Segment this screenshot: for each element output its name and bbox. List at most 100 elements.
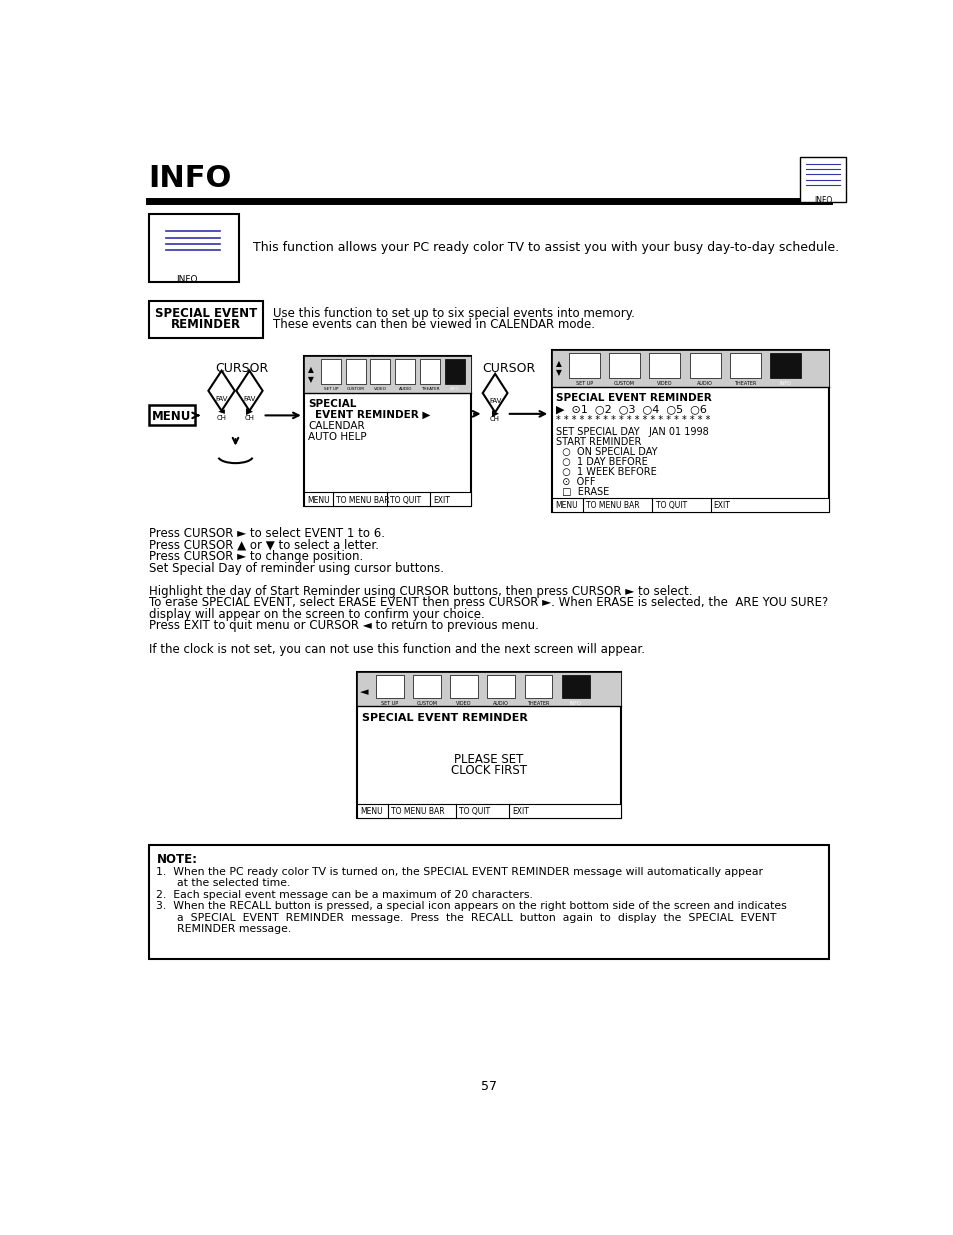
- Bar: [551, 498, 828, 511]
- Text: EXIT: EXIT: [512, 808, 529, 816]
- Text: THEATER: THEATER: [527, 701, 549, 706]
- Text: 57: 57: [480, 1079, 497, 1093]
- Text: NOTE:: NOTE:: [156, 852, 197, 866]
- Text: SET UP: SET UP: [323, 387, 337, 391]
- Bar: [568, 353, 599, 378]
- Text: START REMINDER: START REMINDER: [556, 437, 641, 447]
- Bar: [551, 350, 828, 511]
- Text: ▲: ▲: [308, 366, 314, 374]
- Text: THEATER: THEATER: [420, 387, 439, 391]
- Text: TO QUIT: TO QUIT: [459, 808, 490, 816]
- Text: VIDEO: VIDEO: [456, 701, 472, 706]
- Bar: [649, 353, 679, 378]
- Bar: [395, 359, 415, 384]
- Text: 3.  When the RECALL button is pressed, a special icon appears on the right botto: 3. When the RECALL button is pressed, a …: [156, 902, 786, 911]
- Text: SPECIAL EVENT: SPECIAL EVENT: [154, 306, 257, 320]
- Text: CALENDAR: CALENDAR: [308, 421, 365, 431]
- Text: ◄: ◄: [359, 687, 368, 698]
- Text: EVENT REMINDER ▶: EVENT REMINDER ▶: [314, 410, 430, 420]
- Text: ▼: ▼: [308, 374, 314, 384]
- Text: VIDEO: VIDEO: [374, 387, 387, 391]
- Bar: [450, 674, 477, 698]
- Text: * * * * * * * * * * * * * * * * * * * *: * * * * * * * * * * * * * * * * * * * *: [556, 415, 710, 425]
- Text: CURSOR: CURSOR: [214, 362, 268, 375]
- Text: CH: CH: [216, 415, 226, 421]
- Text: MENU: MENU: [152, 410, 192, 424]
- Text: These events can then be viewed in CALENDAR mode.: These events can then be viewed in CALEN…: [273, 317, 594, 331]
- Text: AUDIO: AUDIO: [398, 387, 412, 391]
- Bar: [345, 359, 365, 384]
- Text: CLOCK FIRST: CLOCK FIRST: [451, 764, 526, 777]
- Bar: [524, 674, 552, 698]
- Text: INFO: INFO: [813, 196, 831, 205]
- Text: TO QUIT: TO QUIT: [390, 495, 421, 505]
- Bar: [303, 493, 471, 506]
- Bar: [149, 845, 828, 960]
- Text: INFO: INFO: [149, 163, 232, 193]
- Text: Highlight the day of Start Reminder using CURSOR buttons, then press CURSOR ► to: Highlight the day of Start Reminder usin…: [149, 585, 692, 598]
- Text: ▶  ⊙1  ○2  ○3  ○4  ○5  ○6: ▶ ⊙1 ○2 ○3 ○4 ○5 ○6: [556, 404, 706, 414]
- Bar: [149, 300, 263, 337]
- Text: To erase SPECIAL EVENT, select ERASE EVENT then press CURSOR ►. When ERASE is se: To erase SPECIAL EVENT, select ERASE EVE…: [149, 597, 827, 609]
- Text: SPECIAL: SPECIAL: [308, 399, 356, 409]
- Text: FAV: FAV: [489, 398, 500, 404]
- Bar: [303, 356, 471, 393]
- Text: If the clock is not set, you can not use this function and the next screen will : If the clock is not set, you can not use…: [149, 642, 644, 656]
- Text: MENU: MENU: [307, 495, 329, 505]
- Text: AUDIO: AUDIO: [493, 701, 509, 706]
- Text: SET UP: SET UP: [575, 380, 592, 385]
- Text: THEATER: THEATER: [734, 380, 756, 385]
- Bar: [149, 405, 195, 425]
- Text: AUTO HELP: AUTO HELP: [308, 431, 367, 442]
- Bar: [487, 674, 515, 698]
- Text: Press EXIT to quit menu or CURSOR ◄ to return to previous menu.: Press EXIT to quit menu or CURSOR ◄ to r…: [149, 620, 538, 632]
- Text: ◄: ◄: [218, 406, 225, 416]
- Text: Set Special Day of reminder using cursor buttons.: Set Special Day of reminder using cursor…: [149, 562, 443, 574]
- Text: ▼: ▼: [556, 368, 561, 378]
- Bar: [356, 804, 620, 818]
- Text: CH: CH: [490, 416, 499, 422]
- Text: ○  1 WEEK BEFORE: ○ 1 WEEK BEFORE: [556, 467, 657, 477]
- Text: Press CURSOR ▲ or ▼ to select a letter.: Press CURSOR ▲ or ▼ to select a letter.: [149, 538, 378, 552]
- Text: TO MENU BAR: TO MENU BAR: [585, 501, 639, 510]
- Text: REMINDER: REMINDER: [171, 317, 241, 331]
- Text: □  ERASE: □ ERASE: [556, 487, 609, 496]
- Text: CUSTOM: CUSTOM: [346, 387, 364, 391]
- Text: FAV: FAV: [215, 396, 228, 403]
- Text: ⊙  OFF: ⊙ OFF: [556, 477, 596, 487]
- Bar: [769, 353, 801, 378]
- Text: 2.  Each special event message can be a maximum of 20 characters.: 2. Each special event message can be a m…: [156, 889, 533, 900]
- Bar: [689, 353, 720, 378]
- Text: ○  ON SPECIAL DAY: ○ ON SPECIAL DAY: [556, 447, 658, 457]
- Text: 1.  When the PC ready color TV is turned on, the SPECIAL EVENT REMINDER message : 1. When the PC ready color TV is turned …: [156, 867, 762, 877]
- Bar: [419, 359, 439, 384]
- Text: CH: CH: [244, 415, 254, 421]
- Bar: [375, 674, 403, 698]
- Bar: [303, 356, 471, 506]
- Bar: [561, 674, 589, 698]
- Text: EXIT: EXIT: [433, 495, 450, 505]
- Text: INFO: INFO: [569, 701, 581, 706]
- Text: at the selected time.: at the selected time.: [156, 878, 291, 888]
- Text: display will appear on the screen to confirm your choice.: display will appear on the screen to con…: [149, 608, 484, 621]
- Bar: [320, 359, 340, 384]
- Text: CUSTOM: CUSTOM: [416, 701, 437, 706]
- Bar: [356, 672, 620, 818]
- Text: CUSTOM: CUSTOM: [614, 380, 635, 385]
- Text: SPECIAL EVENT REMINDER: SPECIAL EVENT REMINDER: [361, 714, 527, 724]
- Text: SET UP: SET UP: [381, 701, 397, 706]
- Text: ▲: ▲: [556, 359, 561, 368]
- Text: Press CURSOR ► to select EVENT 1 to 6.: Press CURSOR ► to select EVENT 1 to 6.: [149, 527, 384, 540]
- Text: a  SPECIAL  EVENT  REMINDER  message.  Press  the  RECALL  button  again  to  di: a SPECIAL EVENT REMINDER message. Press …: [156, 913, 776, 923]
- Bar: [370, 359, 390, 384]
- Bar: [729, 353, 760, 378]
- Text: ○  1 DAY BEFORE: ○ 1 DAY BEFORE: [556, 457, 647, 467]
- Bar: [799, 157, 845, 203]
- Text: INFO: INFO: [450, 387, 459, 391]
- Text: FAV: FAV: [243, 396, 255, 403]
- Text: TO QUIT: TO QUIT: [655, 501, 686, 510]
- Bar: [149, 215, 238, 282]
- Text: TO MENU BAR: TO MENU BAR: [335, 495, 390, 505]
- Text: ▶: ▶: [491, 409, 498, 417]
- Text: INFO: INFO: [779, 380, 791, 385]
